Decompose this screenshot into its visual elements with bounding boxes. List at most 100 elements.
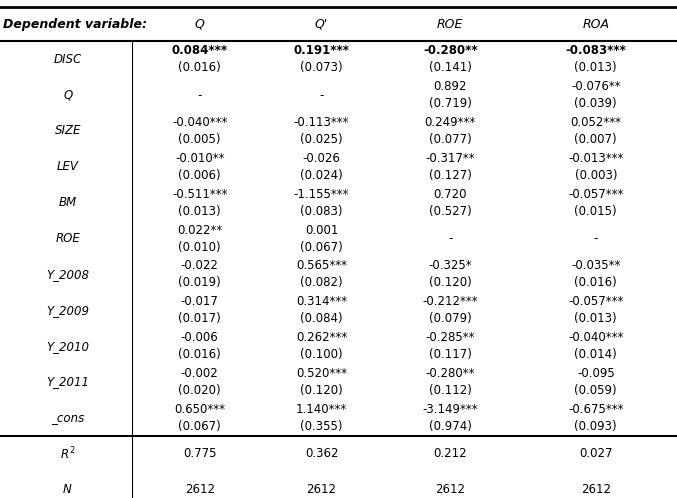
Text: (0.010): (0.010) <box>179 241 221 253</box>
Text: (0.112): (0.112) <box>429 384 472 397</box>
Text: Y_2011: Y_2011 <box>46 375 89 388</box>
Text: -: - <box>448 232 452 245</box>
Text: -0.083***: -0.083*** <box>565 44 626 57</box>
Text: 2612: 2612 <box>185 483 215 496</box>
Text: (0.079): (0.079) <box>429 312 472 325</box>
Text: (0.083): (0.083) <box>301 205 343 218</box>
Text: Dependent variable:: Dependent variable: <box>3 18 148 31</box>
Text: -: - <box>320 89 324 102</box>
Text: 0.520***: 0.520*** <box>296 367 347 380</box>
Text: -0.040***: -0.040*** <box>172 116 227 129</box>
Text: (0.016): (0.016) <box>178 348 221 361</box>
Text: (0.117): (0.117) <box>429 348 472 361</box>
Text: Y_2009: Y_2009 <box>46 304 89 317</box>
Text: 0.262***: 0.262*** <box>296 331 347 344</box>
Text: -0.113***: -0.113*** <box>294 116 349 129</box>
Text: (0.073): (0.073) <box>301 61 343 74</box>
Text: (0.015): (0.015) <box>575 205 617 218</box>
Text: _cons: _cons <box>51 411 85 424</box>
Text: 2612: 2612 <box>307 483 336 496</box>
Text: 0.001: 0.001 <box>305 224 338 237</box>
Text: SIZE: SIZE <box>55 124 81 137</box>
Text: -0.095: -0.095 <box>577 367 615 380</box>
Text: (0.016): (0.016) <box>574 276 617 289</box>
Text: (0.020): (0.020) <box>179 384 221 397</box>
Text: 0.565***: 0.565*** <box>296 259 347 272</box>
Text: -0.010**: -0.010** <box>175 152 225 165</box>
Text: (0.014): (0.014) <box>574 348 617 361</box>
Text: (0.059): (0.059) <box>575 384 617 397</box>
Text: (0.974): (0.974) <box>429 420 472 433</box>
Text: LEV: LEV <box>57 160 79 173</box>
Text: (0.013): (0.013) <box>575 61 617 74</box>
Text: (0.005): (0.005) <box>179 133 221 146</box>
Text: (0.141): (0.141) <box>429 61 472 74</box>
Text: 0.892: 0.892 <box>433 80 467 93</box>
Text: (0.003): (0.003) <box>575 169 617 182</box>
Text: 0.720: 0.720 <box>433 188 467 201</box>
Text: (0.007): (0.007) <box>575 133 617 146</box>
Text: 2612: 2612 <box>581 483 611 496</box>
Text: (0.017): (0.017) <box>178 312 221 325</box>
Text: Q: Q <box>195 18 204 31</box>
Text: Y_2008: Y_2008 <box>46 268 89 281</box>
Text: 0.212: 0.212 <box>433 447 467 460</box>
Text: 0.249***: 0.249*** <box>424 116 476 129</box>
Text: Q': Q' <box>315 18 328 31</box>
Text: -0.317**: -0.317** <box>425 152 475 165</box>
Text: -0.285**: -0.285** <box>425 331 475 344</box>
Text: 0.314***: 0.314*** <box>296 295 347 308</box>
Text: -0.057***: -0.057*** <box>568 188 624 201</box>
Text: ROE: ROE <box>56 232 80 245</box>
Text: -0.002: -0.002 <box>181 367 219 380</box>
Text: (0.039): (0.039) <box>575 97 617 110</box>
Text: (0.100): (0.100) <box>301 348 343 361</box>
Text: ROA: ROA <box>582 18 609 31</box>
Text: -0.006: -0.006 <box>181 331 219 344</box>
Text: -0.035**: -0.035** <box>571 259 620 272</box>
Text: Q: Q <box>63 89 72 102</box>
Text: Y_2010: Y_2010 <box>46 340 89 353</box>
Text: 0.775: 0.775 <box>183 447 217 460</box>
Text: -: - <box>594 232 598 245</box>
Text: $N$: $N$ <box>62 483 73 496</box>
Text: 0.052***: 0.052*** <box>570 116 621 129</box>
Text: -0.675***: -0.675*** <box>568 403 624 416</box>
Text: -0.040***: -0.040*** <box>568 331 624 344</box>
Text: (0.120): (0.120) <box>300 384 343 397</box>
Text: 1.140***: 1.140*** <box>296 403 347 416</box>
Text: -0.076**: -0.076** <box>571 80 621 93</box>
Text: 0.084***: 0.084*** <box>172 44 227 57</box>
Text: BM: BM <box>59 196 77 209</box>
Text: (0.093): (0.093) <box>575 420 617 433</box>
Text: -0.022: -0.022 <box>181 259 219 272</box>
Text: DISC: DISC <box>53 53 82 66</box>
Text: (0.084): (0.084) <box>301 312 343 325</box>
Text: -0.511***: -0.511*** <box>172 188 227 201</box>
Text: (0.355): (0.355) <box>301 420 343 433</box>
Text: -0.017: -0.017 <box>181 295 219 308</box>
Text: 0.027: 0.027 <box>579 447 613 460</box>
Text: 2612: 2612 <box>435 483 465 496</box>
Text: (0.127): (0.127) <box>429 169 472 182</box>
Text: (0.016): (0.016) <box>178 61 221 74</box>
Text: -: - <box>198 89 202 102</box>
Text: ROE: ROE <box>437 18 463 31</box>
Text: (0.013): (0.013) <box>575 312 617 325</box>
Text: -0.057***: -0.057*** <box>568 295 624 308</box>
Text: (0.077): (0.077) <box>429 133 472 146</box>
Text: $R^2$: $R^2$ <box>60 445 75 462</box>
Text: (0.067): (0.067) <box>178 420 221 433</box>
Text: (0.527): (0.527) <box>429 205 472 218</box>
Text: -0.026: -0.026 <box>303 152 341 165</box>
Text: (0.013): (0.013) <box>179 205 221 218</box>
Text: (0.024): (0.024) <box>300 169 343 182</box>
Text: -0.280**: -0.280** <box>425 367 475 380</box>
Text: -0.325*: -0.325* <box>429 259 472 272</box>
Text: -0.212***: -0.212*** <box>422 295 478 308</box>
Text: (0.006): (0.006) <box>179 169 221 182</box>
Text: (0.120): (0.120) <box>429 276 472 289</box>
Text: -1.155***: -1.155*** <box>294 188 349 201</box>
Text: 0.650***: 0.650*** <box>174 403 225 416</box>
Text: -0.280**: -0.280** <box>423 44 477 57</box>
